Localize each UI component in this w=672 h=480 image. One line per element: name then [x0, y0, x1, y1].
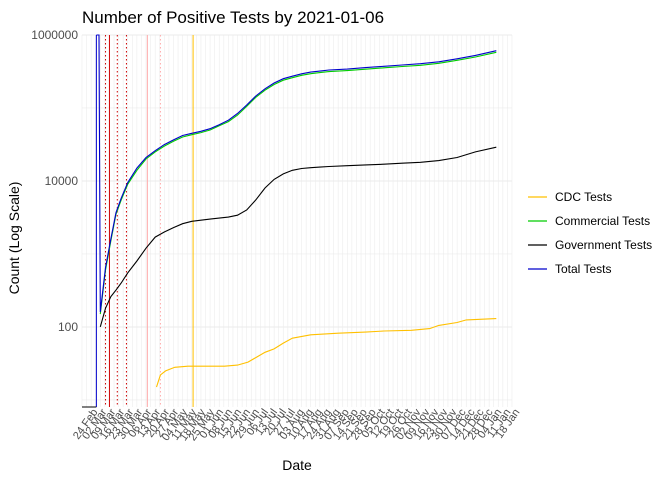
legend-label: Government Tests — [555, 238, 652, 252]
series-lines — [82, 34, 497, 408]
legend-label: Commercial Tests — [555, 214, 650, 228]
reference-lines — [95, 35, 194, 407]
y-tick-labels: 100 10000 1000000 — [31, 28, 78, 334]
legend: CDC Tests Commercial Tests Government Test… — [528, 190, 652, 276]
x-axis-title: Date — [282, 457, 312, 473]
chart-title: Number of Positive Tests by 2021-01-06 — [82, 8, 384, 27]
legend-label: CDC Tests — [555, 190, 612, 204]
series-line-total-tests — [96, 34, 497, 313]
grid — [81, 34, 513, 407]
y-axis-title: Count (Log Scale) — [6, 182, 22, 295]
y-tick-label: 1000000 — [31, 28, 78, 42]
y-tick-label: 10000 — [45, 174, 79, 188]
series-line-government-tests — [99, 146, 497, 328]
series-line-cdc-tests — [155, 318, 497, 388]
legend-label: Total Tests — [555, 262, 611, 276]
y-tick-label: 100 — [58, 320, 78, 334]
series-line-commercial-tests — [99, 51, 497, 315]
